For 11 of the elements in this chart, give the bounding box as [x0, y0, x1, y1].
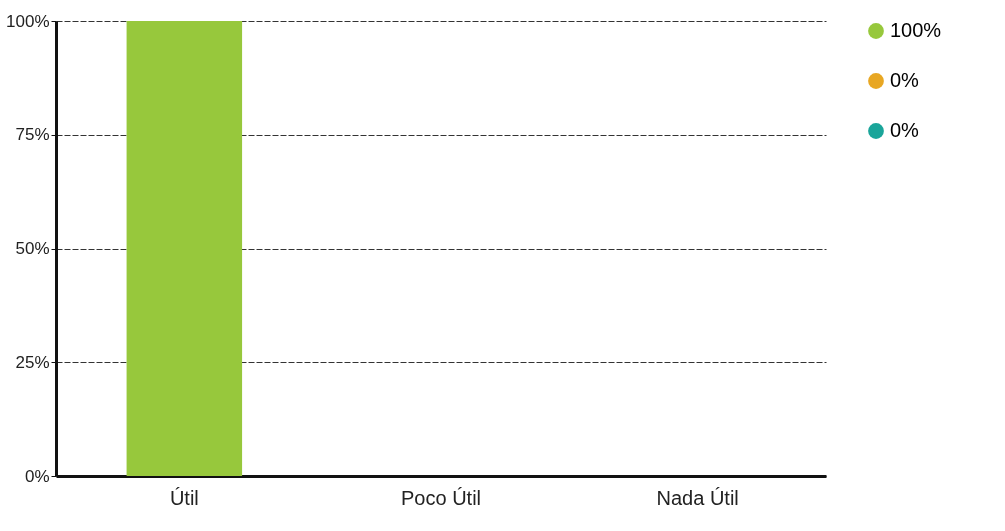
- y-tick-label: 25%: [15, 352, 50, 372]
- y-tick-label: 50%: [15, 239, 50, 258]
- y-tick-label: 75%: [15, 125, 50, 145]
- legend-label: 0%: [890, 119, 920, 141]
- y-tick-label: 0%: [24, 466, 50, 486]
- x-tick-label: Nada Útil: [656, 486, 739, 509]
- legend-label: 0%: [890, 69, 920, 91]
- x-tick-label: Útil: [169, 486, 199, 509]
- y-tick-label: 100%: [6, 11, 50, 31]
- legend-label: 100%: [890, 19, 942, 41]
- x-tick-label: Poco Útil: [400, 486, 482, 509]
